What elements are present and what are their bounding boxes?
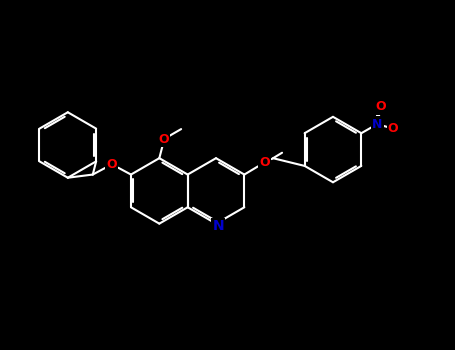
Text: O: O (259, 156, 270, 169)
Text: N: N (372, 118, 382, 131)
Text: N: N (212, 219, 224, 233)
Text: O: O (259, 156, 270, 169)
Text: O: O (106, 158, 117, 171)
Text: O: O (158, 133, 169, 146)
Text: O: O (388, 122, 399, 135)
Text: O: O (375, 100, 386, 113)
